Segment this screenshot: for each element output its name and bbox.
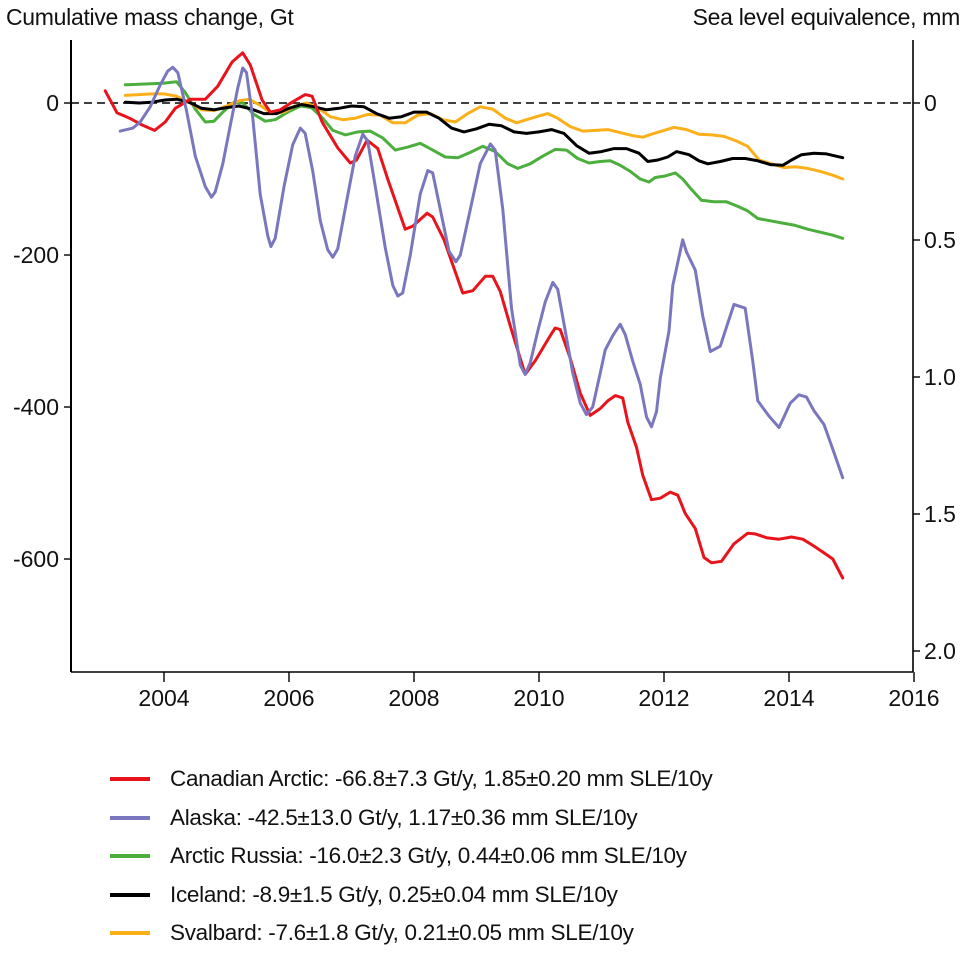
y-axis-title-left: Cumulative mass change, Gt <box>6 4 294 30</box>
series-line-iceland <box>123 97 845 167</box>
x-tick-label: 2006 <box>263 685 314 711</box>
legend: Canadian Arctic: -66.8±7.3 Gt/y, 1.85±0.… <box>110 760 713 953</box>
legend-label: Canadian Arctic: -66.8±7.3 Gt/y, 1.85±0.… <box>170 766 713 792</box>
legend-item-arctic-russia: Arctic Russia: -16.0±2.3 Gt/y, 0.44±0.06… <box>110 837 712 876</box>
y-tick-label-right: 2.0 <box>924 638 956 664</box>
legend-label: Arctic Russia: -16.0±2.3 Gt/y, 0.44±0.06… <box>170 843 687 869</box>
series-line-alaska <box>118 65 845 480</box>
x-tick-label: 2010 <box>513 685 564 711</box>
legend-item-canadian-arctic: Canadian Arctic: -66.8±7.3 Gt/y, 1.85±0.… <box>110 760 713 799</box>
x-tick-label: 2004 <box>138 685 189 711</box>
legend-label: Iceland: -8.9±1.5 Gt/y, 0.25±0.04 mm SLE… <box>170 881 618 907</box>
y-tick-label-left: 0 <box>46 90 59 116</box>
legend-swatch <box>110 931 150 936</box>
x-tick-label: 2012 <box>638 685 689 711</box>
legend-label: Alaska: -42.5±13.0 Gt/y, 1.17±0.36 mm SL… <box>170 804 638 830</box>
y-axis-title-right: Sea level equivalence, mm <box>692 4 961 30</box>
y-tick-label-left: -200 <box>13 242 59 268</box>
series-layer <box>103 51 845 580</box>
legend-label: Svalbard: -7.6±1.8 Gt/y, 0.21±0.05 mm SL… <box>170 920 634 946</box>
legend-swatch <box>110 854 150 859</box>
y-tick-label-right: 0.5 <box>924 227 956 253</box>
x-tick-label: 2014 <box>763 685 814 711</box>
legend-swatch <box>110 815 150 820</box>
legend-item-iceland: Iceland: -8.9±1.5 Gt/y, 0.25±0.04 mm SLE… <box>110 876 712 915</box>
legend-swatch <box>110 777 150 782</box>
y-tick-label-left: -600 <box>13 546 59 572</box>
y-tick-label-right: 1.0 <box>924 364 956 390</box>
legend-swatch <box>110 892 150 897</box>
axes: 0 -200 -400 -600 0 0.5 1.0 1.5 2.0 2004 2006 2008 20… <box>13 40 956 711</box>
y-tick-label-right: 1.5 <box>924 501 956 527</box>
x-tick-label: 2016 <box>888 685 939 711</box>
x-tick-label: 2008 <box>388 685 439 711</box>
series-line-canadian-arctic <box>103 51 845 580</box>
y-tick-label-left: -400 <box>13 394 59 420</box>
legend-item-alaska: Alaska: -42.5±13.0 Gt/y, 1.17±0.36 mm SL… <box>110 799 712 838</box>
y-tick-label-right: 0 <box>924 90 937 116</box>
legend-item-svalbard: Svalbard: -7.6±1.8 Gt/y, 0.21±0.05 mm SL… <box>110 914 712 953</box>
